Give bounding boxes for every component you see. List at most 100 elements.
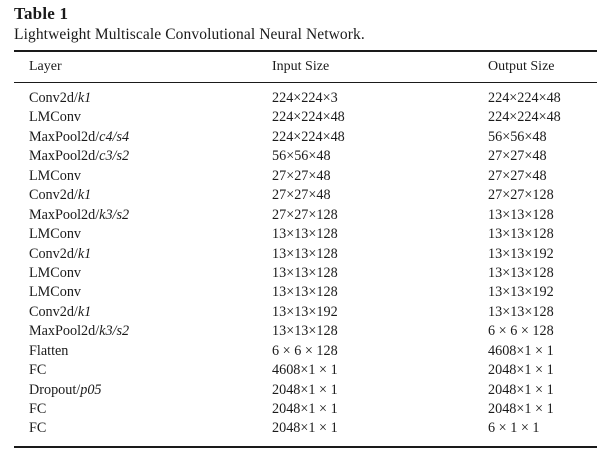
- layer-type: Conv2d/: [29, 303, 78, 320]
- cell-output-size: 13×13×128: [488, 206, 554, 223]
- cell-layer: FC: [29, 361, 46, 380]
- cell-input-size: 224×224×3: [272, 90, 338, 106]
- table-row: Conv2d/k1 27×27×48 27×27×128: [0, 186, 609, 205]
- cell-input-size: 13×13×128: [272, 245, 338, 262]
- layer-type: FC: [29, 401, 47, 417]
- cell-input-size: 6 × 6 × 128: [272, 342, 338, 359]
- cell-output-size: 56×56×48: [488, 128, 547, 145]
- cell-output-size: 27×27×48: [488, 167, 547, 184]
- table-row: MaxPool2d/k3/s2 27×27×128 13×13×128: [0, 206, 609, 225]
- cell-layer: LMConv: [29, 167, 81, 186]
- cell-input-size: 2048×1 × 1: [272, 401, 338, 417]
- table-caption: Lightweight Multiscale Convolutional Neu…: [14, 26, 365, 43]
- table-row: Flatten 6 × 6 × 128 4608×1 × 1: [0, 342, 609, 361]
- layer-type: MaxPool2d/: [29, 323, 100, 340]
- table-row: LMConv 27×27×48 27×27×48: [0, 167, 609, 186]
- layer-parameter: k3/s2: [99, 323, 130, 340]
- table-row: Dropout/p05 2048×1 × 1 2048×1 × 1: [0, 381, 609, 400]
- layer-type: LMConv: [29, 226, 82, 243]
- cell-layer: Conv2d/k1: [29, 186, 91, 205]
- cell-output-size: 6 × 6 × 128: [488, 323, 554, 340]
- cell-input-size: 13×13×128: [272, 264, 338, 281]
- layer-type: MaxPool2d/: [29, 128, 100, 145]
- cell-layer: FC: [29, 419, 46, 438]
- cell-layer: MaxPool2d/c4/s4: [29, 128, 129, 147]
- layer-parameter: k1: [77, 187, 92, 204]
- cell-layer: MaxPool2d/k3/s2: [29, 206, 129, 225]
- bottom-rule: [14, 446, 597, 448]
- cell-input-size: 224×224×48: [272, 128, 345, 145]
- layer-parameter: c3/s2: [99, 148, 130, 165]
- layer-type: LMConv: [29, 284, 82, 301]
- layer-type: FC: [29, 420, 47, 437]
- layer-type: LMConv: [29, 109, 82, 126]
- layer-type: Flatten: [29, 342, 69, 359]
- layer-parameter: p05: [80, 381, 102, 398]
- cell-output-size: 13×13×192: [488, 245, 554, 262]
- cell-output-size: 13×13×128: [488, 303, 554, 320]
- layer-type: Conv2d/: [29, 90, 78, 106]
- layer-type: LMConv: [29, 167, 82, 184]
- table-row: LMConv 13×13×128 13×13×128: [0, 264, 609, 283]
- cell-layer: MaxPool2d/k3/s2: [29, 322, 129, 341]
- cell-layer: LMConv: [29, 225, 81, 244]
- cell-input-size: 13×13×128: [272, 323, 338, 340]
- table-body: Conv2d/k1 224×224×3 224×224×48 LMConv 224×22…: [0, 89, 609, 439]
- cell-layer: LMConv: [29, 283, 81, 302]
- cell-input-size: 13×13×192: [272, 303, 338, 320]
- cell-input-size: 2048×1 × 1: [272, 420, 338, 437]
- cell-output-size: 27×27×48: [488, 148, 547, 165]
- cell-output-size: 2048×1 × 1: [488, 381, 554, 398]
- cell-output-size: 13×13×128: [488, 226, 554, 243]
- table-row: MaxPool2d/c3/s2 56×56×48 27×27×48: [0, 147, 609, 166]
- cell-output-size: 4608×1 × 1: [488, 342, 554, 359]
- layer-type: Dropout/: [29, 381, 81, 398]
- cell-output-size: 2048×1 × 1: [488, 362, 554, 379]
- layer-type: MaxPool2d/: [29, 206, 100, 223]
- table-row: FC 2048×1 × 1 2048×1 × 1: [0, 400, 609, 419]
- cell-output-size: 2048×1 × 1: [488, 401, 554, 417]
- table-row: Conv2d/k1 13×13×128 13×13×192: [0, 245, 609, 264]
- cell-layer: LMConv: [29, 264, 81, 283]
- cell-input-size: 2048×1 × 1: [272, 381, 338, 398]
- cell-input-size: 27×27×128: [272, 206, 338, 223]
- table-row: MaxPool2d/c4/s4 224×224×48 56×56×48: [0, 128, 609, 147]
- cell-layer: Dropout/p05: [29, 381, 102, 400]
- top-rule: [14, 50, 597, 52]
- table-row: FC 2048×1 × 1 6 × 1 × 1: [0, 419, 609, 438]
- cell-layer: Conv2d/k1: [29, 245, 91, 264]
- layer-parameter: k1: [77, 245, 92, 262]
- header-layer: Layer: [29, 59, 62, 74]
- header-input-size: Input Size: [272, 59, 330, 74]
- table-label: Table 1: [14, 4, 69, 23]
- cell-input-size: 13×13×128: [272, 226, 338, 243]
- cell-input-size: 27×27×48: [272, 187, 331, 204]
- cell-layer: LMConv: [29, 108, 81, 127]
- layer-type: Conv2d/: [29, 245, 78, 262]
- table-row: LMConv 13×13×128 13×13×128: [0, 225, 609, 244]
- layer-type: Conv2d/: [29, 187, 78, 204]
- cell-input-size: 224×224×48: [272, 109, 345, 126]
- layer-type: FC: [29, 362, 47, 379]
- cell-output-size: 224×224×48: [488, 109, 561, 126]
- cell-output-size: 13×13×128: [488, 264, 554, 281]
- cell-output-size: 6 × 1 × 1: [488, 420, 540, 437]
- table-row: Conv2d/k1 13×13×192 13×13×128: [0, 303, 609, 322]
- layer-parameter: k3/s2: [99, 206, 130, 223]
- cell-layer: FC: [29, 400, 46, 419]
- table-row: LMConv 13×13×128 13×13×192: [0, 283, 609, 302]
- cell-input-size: 13×13×128: [272, 284, 338, 301]
- cell-input-size: 56×56×48: [272, 148, 331, 165]
- table-row: LMConv 224×224×48 224×224×48: [0, 108, 609, 127]
- cell-output-size: 27×27×128: [488, 187, 554, 204]
- cell-layer: Conv2d/k1: [29, 89, 91, 108]
- cell-layer: Conv2d/k1: [29, 303, 91, 322]
- table-header: Layer Input Size Output Size: [0, 59, 609, 77]
- cell-layer: MaxPool2d/c3/s2: [29, 147, 129, 166]
- cell-layer: Flatten: [29, 342, 68, 361]
- cell-output-size: 13×13×192: [488, 284, 554, 301]
- table-row: MaxPool2d/k3/s2 13×13×128 6 × 6 × 128: [0, 322, 609, 341]
- layer-parameter: k1: [77, 90, 92, 106]
- cell-input-size: 27×27×48: [272, 167, 331, 184]
- header-rule: [14, 82, 597, 83]
